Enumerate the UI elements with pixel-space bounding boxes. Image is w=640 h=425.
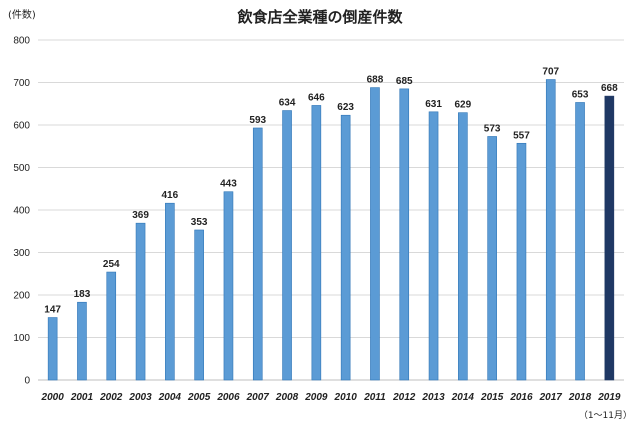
x-tick-label-2003: 2003 <box>128 392 152 403</box>
bar-2017 <box>545 79 556 381</box>
x-tick-label-2016: 2016 <box>509 392 533 403</box>
y-tick-label: 500 <box>13 163 30 174</box>
bar-2010 <box>340 114 351 381</box>
y-tick-label: 300 <box>13 248 30 259</box>
bar-2005 <box>194 229 204 381</box>
bar-2003 <box>135 222 146 381</box>
data-label-2011: 688 <box>367 75 384 86</box>
data-label-2016: 557 <box>513 130 530 141</box>
x-tick-label-2017: 2017 <box>539 392 563 403</box>
y-axis-unit-label: (件数) <box>8 8 36 21</box>
x-tick-label-2015: 2015 <box>480 392 504 403</box>
data-label-2017: 707 <box>542 67 559 78</box>
data-label-2009: 646 <box>308 92 325 103</box>
bar-2002 <box>106 271 117 381</box>
gridlines <box>38 39 624 381</box>
data-label-2003: 369 <box>132 210 149 221</box>
x-tick-label-2007: 2007 <box>246 392 270 403</box>
x-tick-label-2012: 2012 <box>392 392 416 403</box>
data-label-2015: 573 <box>484 123 501 134</box>
y-tick-label: 200 <box>13 291 30 302</box>
bar-2019 <box>604 95 615 381</box>
data-label-2005: 353 <box>191 217 208 228</box>
y-tick-label: 100 <box>13 333 30 344</box>
data-label-2014: 629 <box>455 100 472 111</box>
data-label-2008: 634 <box>279 98 296 109</box>
x-tick-label-2009: 2009 <box>304 392 328 403</box>
bar-2000 <box>47 317 58 381</box>
bar-2008 <box>282 110 292 381</box>
data-labels: 147 183 254 369 416 353 443 593 634 646 623 688 685 6… <box>44 67 618 316</box>
data-label-2000: 147 <box>44 305 61 316</box>
y-tick-label: 800 <box>13 36 30 47</box>
bar-2016 <box>516 142 527 381</box>
data-label-2012: 685 <box>396 76 413 87</box>
x-tick-label-2005: 2005 <box>187 392 211 403</box>
data-label-2004: 416 <box>162 190 179 201</box>
x-tick-label-2010: 2010 <box>334 392 358 403</box>
x-tick-label-2004: 2004 <box>158 392 182 403</box>
bars <box>47 79 615 381</box>
y-tick-label: 400 <box>13 206 30 217</box>
bar-2013 <box>428 111 439 381</box>
chart-title: 飲食店全業種の倒産件数 <box>236 8 403 26</box>
x-tick-label-2013: 2013 <box>421 392 445 403</box>
bar-2018 <box>575 102 585 381</box>
x-tick-label-2006: 2006 <box>216 392 240 403</box>
y-tick-label: 700 <box>13 78 30 89</box>
y-tick-label: 0 <box>24 376 30 387</box>
bar-2001 <box>77 301 87 381</box>
x-tick-label-2018: 2018 <box>568 392 592 403</box>
x-tick-label-2011: 2011 <box>363 392 386 403</box>
period-note: （1～11月） <box>579 410 632 421</box>
data-label-2002: 254 <box>103 259 120 270</box>
x-tick-label-2002: 2002 <box>99 392 123 403</box>
x-tick-label-2000: 2000 <box>41 392 65 403</box>
bar-2004 <box>165 202 175 381</box>
data-label-2019: 668 <box>601 83 618 94</box>
x-tick-label-2001: 2001 <box>70 392 94 403</box>
bar-2006 <box>223 191 234 381</box>
data-label-2006: 443 <box>220 179 237 190</box>
data-label-2001: 183 <box>74 289 91 300</box>
data-label-2010: 623 <box>337 102 354 113</box>
y-axis-ticks: 0 100 200 300 400 500 600 700 800 <box>13 36 30 387</box>
data-label-2018: 653 <box>572 89 589 100</box>
bar-2012 <box>399 88 410 381</box>
x-tick-label-2008: 2008 <box>275 392 299 403</box>
x-axis-ticks: 2000 2001 2002 2003 2004 2005 2006 2007 2008 2009… <box>41 392 621 403</box>
y-tick-label: 600 <box>13 121 30 132</box>
data-label-2007: 593 <box>249 115 266 126</box>
bar-2014 <box>458 112 468 381</box>
bar-2015 <box>487 136 497 381</box>
bar-2011 <box>370 87 380 381</box>
x-tick-label-2019: 2019 <box>597 392 621 403</box>
x-tick-label-2014: 2014 <box>451 392 475 403</box>
bar-2007 <box>252 127 263 381</box>
bar-2009 <box>311 105 322 381</box>
data-label-2013: 631 <box>425 99 442 110</box>
